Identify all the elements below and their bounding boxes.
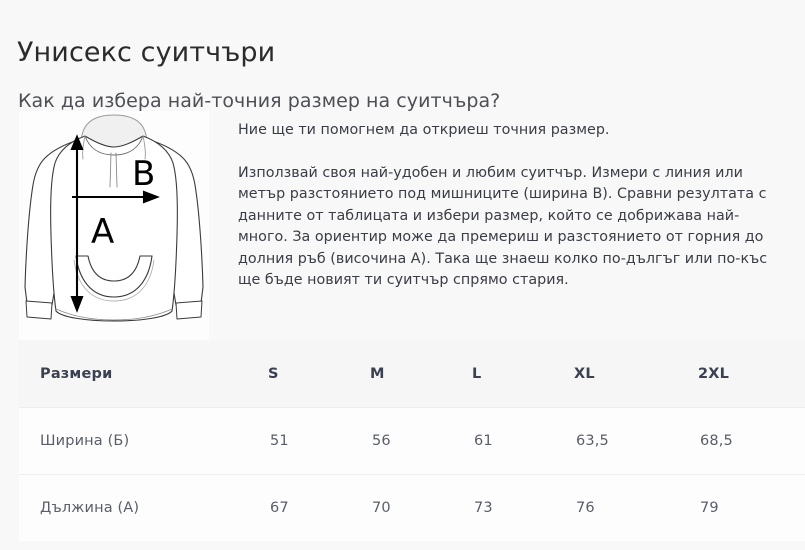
- size-table-head: Размери S M L XL 2XL: [19, 341, 805, 408]
- size-table-body: Ширина (Б) 51 56 61 63,5 68,5 Дължина (А…: [19, 407, 805, 541]
- cell-length-l: 73: [472, 474, 574, 541]
- column-header-measure: Размери: [19, 341, 268, 408]
- hoodie-illustration: A B: [19, 111, 209, 340]
- column-header-m: M: [370, 341, 472, 408]
- cell-width-m: 56: [372, 433, 391, 449]
- page-title: Унисекс суитчъри: [17, 37, 276, 69]
- cell-length-m: 70: [370, 474, 472, 541]
- page-subtitle: Как да избера най-точния размер на суитч…: [18, 89, 501, 112]
- size-table: Размери S M L XL 2XL Ширина (Б) 51 56 61…: [19, 341, 805, 541]
- instructions-lead: Ние ще ти помогнем да откриеш точния раз…: [238, 122, 610, 138]
- cell-length-xl: 76: [574, 474, 698, 541]
- height-label-a: A: [91, 212, 114, 252]
- row-label-length: Дължина (А): [19, 474, 268, 541]
- cell-width-2xl: 68,5: [700, 433, 733, 449]
- table-row: Дължина (А) 67 70 73 76 79: [19, 474, 805, 541]
- column-header-2xl: 2XL: [698, 341, 805, 408]
- cell-length-2xl: 79: [698, 474, 805, 541]
- row-label-width: Ширина (Б): [40, 433, 130, 449]
- cell-length-s: 67: [268, 474, 370, 541]
- table-row: Ширина (Б) 51 56 61 63,5 68,5: [19, 407, 805, 475]
- column-header-xl: XL: [574, 341, 698, 408]
- cell-width-s: 51: [270, 433, 289, 449]
- width-label-b: B: [132, 154, 155, 194]
- cell-width-l: 61: [474, 433, 493, 449]
- column-header-s: S: [268, 341, 370, 408]
- table-header-row: Размери S M L XL 2XL: [19, 341, 805, 408]
- instructions-block: Ние ще ти помогнем да откриеш точния раз…: [238, 120, 771, 292]
- hoodie-diagram-icon: A B: [24, 114, 204, 322]
- cell-width-xl: 63,5: [576, 433, 609, 449]
- column-header-l: L: [472, 341, 574, 408]
- instructions-body: Използвай своя най-удобен и любим суитчъ…: [238, 164, 768, 289]
